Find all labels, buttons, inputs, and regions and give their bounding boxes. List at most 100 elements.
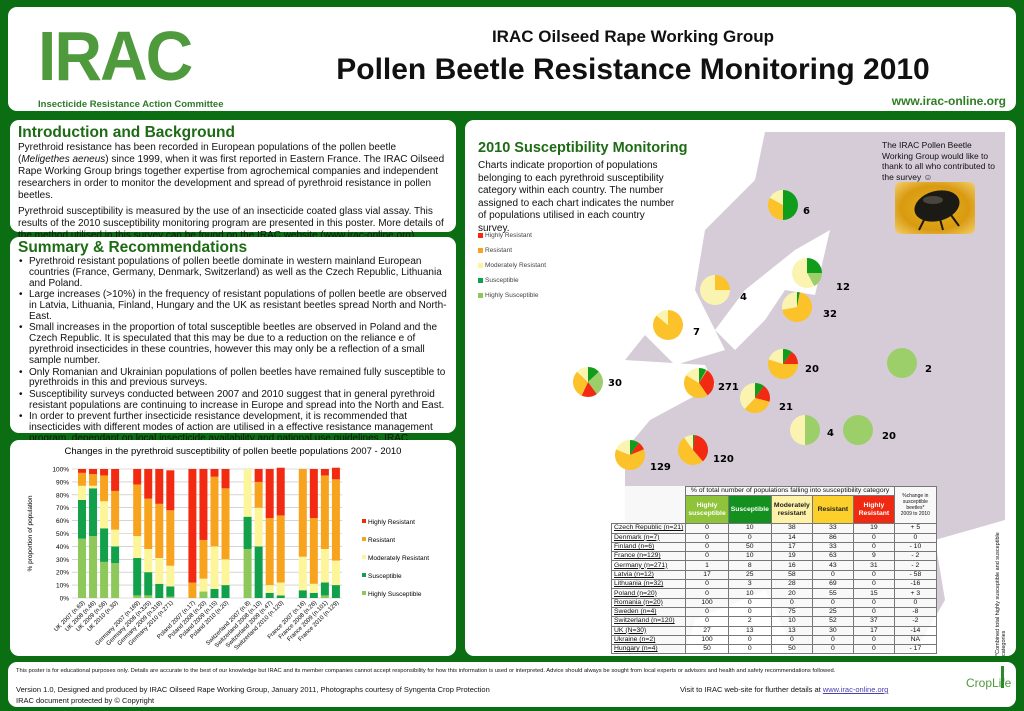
bar-segment: [210, 469, 219, 477]
pie-chart-poland: [768, 349, 798, 380]
value-cell: 0: [852, 541, 895, 553]
pie-slice: [744, 398, 770, 413]
value-cell: 37: [852, 616, 895, 627]
value-cell: 50: [727, 541, 772, 553]
map-description: Charts indicate proportion of population…: [478, 160, 675, 234]
value-cell: 31: [852, 560, 895, 571]
pie-slice: [792, 258, 815, 288]
pie-count-label: 21: [779, 402, 793, 413]
pie-count-label: 12: [836, 282, 850, 293]
y-tick-label: 10%: [56, 583, 69, 590]
irac-logo: IRAC Insecticide Resistance Action Commi…: [26, 19, 266, 110]
intro-paragraph-1: Pyrethroid resistance has been recorded …: [18, 142, 445, 201]
susceptibility-table-wrap: % of total number of populations falling…: [610, 485, 937, 655]
pie-chart-romania: [843, 415, 873, 445]
bar-segment: [133, 469, 142, 485]
bar-segment: [331, 467, 340, 480]
value-cell: 86: [811, 532, 854, 543]
value-cell: 14: [770, 532, 813, 543]
legend-label: Resistant: [368, 537, 395, 544]
bar-segment: [155, 469, 164, 504]
summary-bullet: Only Romanian and Ukrainian populations …: [18, 367, 448, 390]
footer-link[interactable]: www.irac-online.org: [822, 685, 889, 694]
pie-slice: [843, 415, 873, 445]
value-cell: 0: [727, 597, 772, 608]
country-cell: Sweden (n=4): [610, 606, 687, 618]
bar-segment: [309, 518, 318, 584]
bar-segment: [144, 548, 153, 573]
table-row: Finland (n=6) 0 50 17 33 0- 10: [610, 541, 937, 553]
value-cell: 28: [770, 579, 813, 590]
bar-segment: [155, 558, 164, 584]
table-row: Ukraine (n=2) 100 0 0 0 0 NA: [610, 634, 937, 646]
bar-segment: [298, 590, 307, 598]
pie-slice: [805, 415, 820, 445]
pie-slice: [616, 440, 630, 455]
bar-segment: [166, 510, 175, 566]
map-legend-item: Highly Susceptible: [478, 292, 538, 299]
y-tick-label: 30%: [56, 557, 69, 564]
pie-chart-uk: [573, 367, 603, 398]
poster-title: Pollen Beetle Resistance Monitoring 2010: [336, 53, 930, 86]
bar-segment: [133, 558, 142, 596]
bar-segment: [221, 469, 230, 489]
value-cell: 0: [685, 579, 729, 590]
value-cell: 0: [852, 644, 895, 655]
bar-segment: [111, 563, 120, 598]
x-tick-label: Switzerland 2009 (n.47): [225, 600, 274, 649]
column-header: Moderately resistant: [770, 495, 813, 525]
value-cell: 75: [770, 606, 813, 618]
bar-segment: [276, 595, 285, 598]
pie-slice: [693, 435, 695, 450]
pie-slice: [630, 442, 644, 455]
change-header: %change in susceptible beetles* 2009 to 2…: [893, 485, 937, 525]
bar-segment: [199, 539, 208, 579]
value-cell: 3: [727, 579, 772, 590]
pie-slice: [740, 383, 755, 409]
pie-chart-switzerland: [678, 435, 708, 465]
y-tick-label: 40%: [56, 544, 69, 551]
pie-slice: [768, 197, 783, 220]
value-cell: 17: [852, 625, 895, 636]
bar-segment: [331, 560, 340, 586]
y-tick-label: 70%: [56, 505, 69, 512]
value-cell: 19: [770, 551, 813, 562]
value-cell: 19: [852, 523, 895, 534]
value-cell: 0: [727, 532, 772, 543]
pie-slice: [807, 258, 822, 273]
disclaimer: This poster is for educational purposes …: [16, 668, 836, 674]
bar-segment: [276, 582, 285, 596]
table-row: UK (N=30) 27 13 13 30 17 -14: [610, 625, 937, 636]
bar-segment: [144, 595, 153, 598]
pie-chart-france: [615, 440, 645, 470]
country-cell: Switzerland (n=120): [610, 616, 687, 627]
bar-segment: [111, 490, 120, 530]
bar-segment: [111, 469, 120, 491]
value-cell: 0: [852, 532, 895, 543]
value-cell: 52: [811, 616, 854, 627]
pie-slice: [807, 273, 822, 287]
header-url[interactable]: www.irac-online.org: [891, 94, 1006, 108]
pie-slice: [630, 440, 639, 455]
y-tick-label: 60%: [56, 518, 69, 525]
legend-swatch: [362, 573, 366, 577]
country-cell: Denmark (n=7): [610, 532, 687, 543]
bar-segment: [100, 501, 109, 529]
value-cell: 0: [811, 634, 854, 646]
bar-segment: [254, 469, 263, 482]
pie-chart-sweden: [700, 275, 730, 305]
summary-bullet: Susceptibility surveys conducted between…: [18, 389, 448, 412]
value-cell: 0: [685, 532, 729, 543]
intro-paragraph-2: Pyrethroid susceptibility is measured by…: [18, 206, 444, 241]
value-cell: 33: [811, 523, 854, 534]
header: IRAC Insecticide Resistance Action Commi…: [8, 7, 1016, 111]
value-cell: 0: [685, 541, 729, 553]
value-cell: 30: [811, 625, 854, 636]
bar-segment: [254, 546, 263, 598]
legend-label: Moderately Resistant: [368, 555, 429, 562]
y-tick-label: 0%: [60, 596, 70, 603]
value-cell: 27: [685, 625, 729, 636]
bar-segment: [78, 538, 86, 598]
pie-slice: [699, 370, 714, 396]
bar-segment: [309, 583, 318, 593]
